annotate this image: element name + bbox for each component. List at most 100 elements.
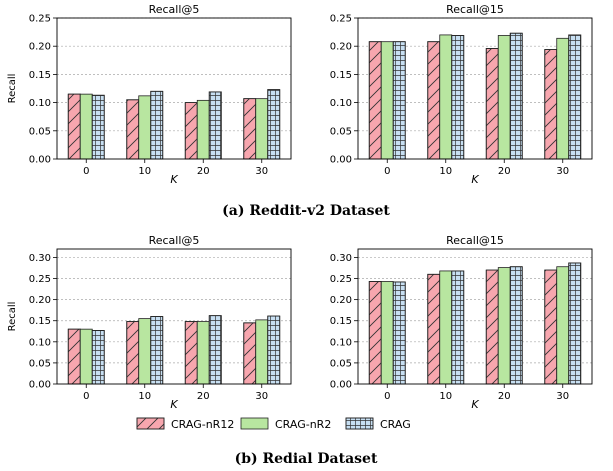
x-axis-label: K <box>471 173 479 186</box>
legend-label: CRAG-nR2 <box>275 418 331 431</box>
legend-swatch-hatch <box>346 418 373 429</box>
y-tick-label: 0.05 <box>29 126 51 137</box>
legend-label: CRAG <box>380 418 411 431</box>
x-tick-label: 30 <box>255 166 268 177</box>
legend: CRAG-nR12 CRAG-nR2 CRAG <box>137 418 411 431</box>
bar-hatch <box>209 316 221 384</box>
y-tick-label: 0.05 <box>330 126 352 137</box>
bar-hatch <box>244 99 256 159</box>
y-axis-label: Recall <box>7 302 18 332</box>
bar-crag-nr2 <box>197 322 209 384</box>
y-tick-label: 0.05 <box>330 358 352 369</box>
bar-hatch <box>369 281 381 384</box>
bar-crag-nr2 <box>80 329 92 384</box>
y-tick-label: 0.30 <box>29 253 51 264</box>
legend-item: CRAG-nR12 <box>137 418 234 431</box>
legend-swatch-hatch <box>137 418 164 429</box>
y-tick-label: 0.10 <box>330 337 352 348</box>
x-tick-label: 0 <box>83 391 89 402</box>
bar-hatch <box>92 95 104 159</box>
x-tick-label: 30 <box>255 391 268 402</box>
bar-crag-nr2 <box>440 35 452 159</box>
bar-crag-nr2 <box>440 271 452 384</box>
bar-hatch <box>185 103 197 159</box>
x-tick-label: 0 <box>384 391 390 402</box>
chart-title: Recall@15 <box>446 234 504 247</box>
bar-crag-nr2 <box>498 35 510 159</box>
x-tick-label: 20 <box>197 166 210 177</box>
bar-crag-nr2 <box>498 268 510 384</box>
y-tick-label: 0.00 <box>29 155 51 166</box>
x-tick-label: 10 <box>138 166 151 177</box>
legend-swatch <box>241 418 268 429</box>
caption-bottom: (b) Redial Dataset <box>235 451 378 467</box>
bar-crag-nr2 <box>256 320 268 384</box>
bar-hatch <box>428 274 440 384</box>
caption-top: (a) Reddit-v2 Dataset <box>222 203 390 219</box>
bar-hatch <box>92 330 104 384</box>
bar-hatch <box>569 35 581 159</box>
bar-hatch <box>209 92 221 159</box>
chart-panel-4: 0.00 0.05 0.10 0.15 0.20 0.25 0.30 0 10 20 30 Recal… <box>330 234 592 411</box>
x-tick-label: 0 <box>83 166 89 177</box>
x-axis-label: K <box>471 398 479 411</box>
x-axis-label: K <box>170 398 178 411</box>
y-tick-label: 0.20 <box>29 42 51 53</box>
bar-hatch <box>393 282 405 384</box>
y-tick-label: 0.00 <box>330 155 352 166</box>
x-tick-label: 20 <box>498 391 511 402</box>
bar-hatch <box>185 322 197 384</box>
chart-title: Recall@5 <box>149 3 200 16</box>
y-tick-label: 0.00 <box>29 380 51 391</box>
bar-crag-nr2 <box>256 99 268 159</box>
chart-title: Recall@5 <box>149 234 200 247</box>
bar-hatch <box>268 90 280 159</box>
bar-hatch <box>393 42 405 159</box>
bar-crag-nr2 <box>557 38 569 159</box>
bar-hatch <box>369 42 381 159</box>
y-tick-label: 0.10 <box>29 98 51 109</box>
bar-hatch <box>569 263 581 384</box>
bar-crag-nr2 <box>139 319 151 384</box>
bar-hatch <box>486 270 498 384</box>
bar-hatch <box>151 91 163 159</box>
bar-hatch <box>452 35 464 159</box>
bar-hatch <box>268 316 280 384</box>
bar-hatch <box>545 50 557 159</box>
bar-crag-nr2 <box>381 42 393 159</box>
y-axis-label: Recall <box>7 74 18 104</box>
bar-hatch <box>428 42 440 159</box>
x-tick-label: 30 <box>556 166 569 177</box>
x-tick-label: 20 <box>498 166 511 177</box>
chart-title: Recall@15 <box>446 3 504 16</box>
bar-hatch <box>545 270 557 384</box>
bar-crag-nr2 <box>197 100 209 159</box>
x-tick-label: 20 <box>197 391 210 402</box>
y-tick-label: 0.25 <box>330 274 352 285</box>
bar-hatch <box>151 317 163 385</box>
y-tick-label: 0.25 <box>29 14 51 25</box>
bar-crag-nr2 <box>557 267 569 384</box>
x-tick-label: 0 <box>384 166 390 177</box>
x-tick-label: 30 <box>556 391 569 402</box>
y-tick-label: 0.15 <box>29 316 51 327</box>
y-tick-label: 0.30 <box>330 253 352 264</box>
y-tick-label: 0.20 <box>29 295 51 306</box>
y-tick-label: 0.25 <box>29 274 51 285</box>
legend-label: CRAG-nR12 <box>171 418 234 431</box>
bar-hatch <box>127 322 139 384</box>
bar-hatch <box>127 100 139 159</box>
y-tick-label: 0.10 <box>330 98 352 109</box>
bar-hatch <box>510 267 522 384</box>
y-tick-label: 0.10 <box>29 337 51 348</box>
bar-hatch <box>452 271 464 384</box>
y-tick-label: 0.15 <box>330 316 352 327</box>
bar-crag-nr2 <box>139 96 151 159</box>
x-axis-label: K <box>170 173 178 186</box>
chart-panel-3: 0.00 0.05 0.10 0.15 0.20 0.25 0.30 0 10 20 30 Recal… <box>7 234 291 411</box>
chart-panel-1: 0.00 0.05 0.10 0.15 0.20 0.25 0 10 20 30 Recall@5 K… <box>7 3 291 186</box>
bar-crag-nr2 <box>80 94 92 159</box>
y-tick-label: 0.00 <box>330 380 352 391</box>
legend-item: CRAG <box>346 418 411 431</box>
